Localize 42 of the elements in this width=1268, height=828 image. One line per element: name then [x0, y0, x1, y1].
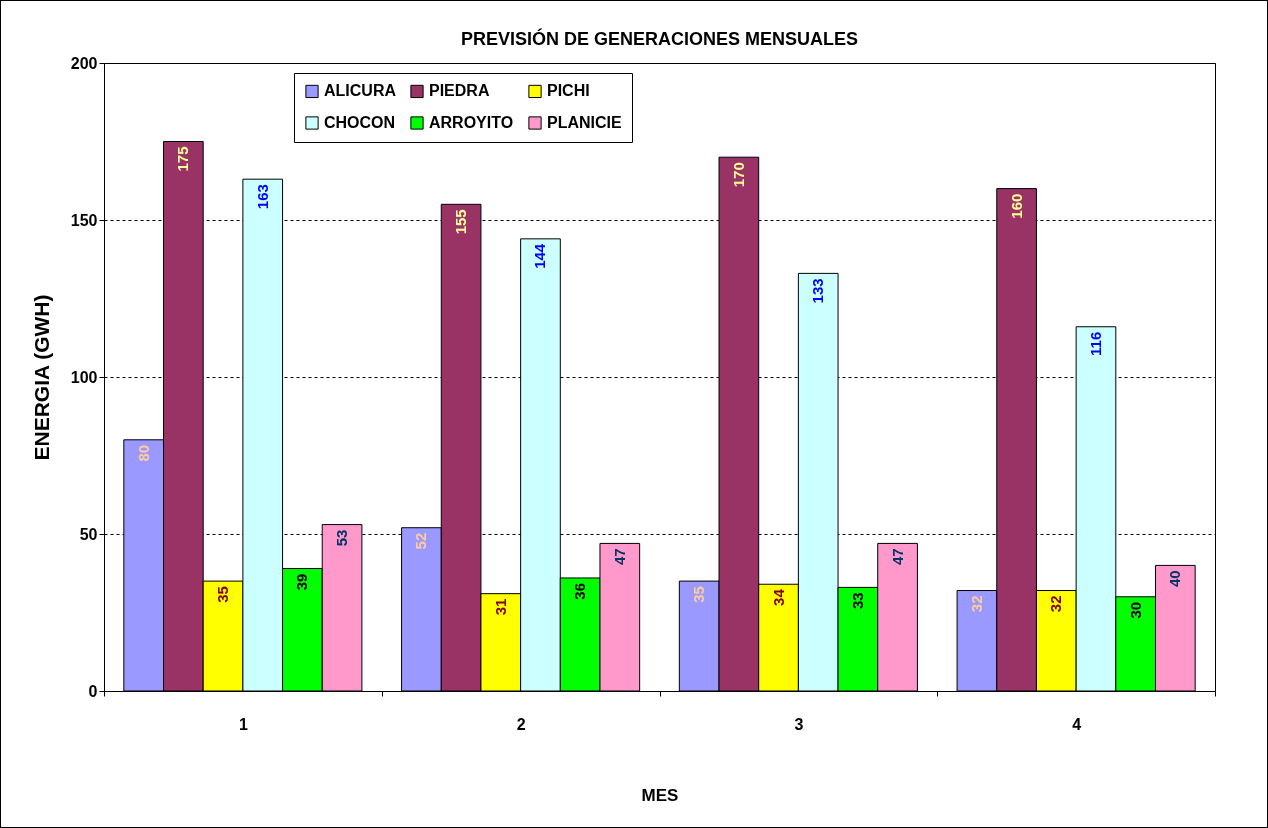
legend-label: PLANICIE [547, 114, 622, 131]
y-tick-label: 0 [88, 682, 98, 700]
y-tick-label: 50 [79, 525, 98, 543]
data-label: 36 [571, 582, 589, 600]
data-label: 144 [531, 243, 549, 269]
legend-label: PIEDRA [429, 82, 490, 100]
legend-label: CHOCON [324, 114, 396, 131]
data-label: 40 [1166, 570, 1184, 588]
data-label: 52 [412, 532, 430, 550]
x-tick-label: 1 [238, 715, 248, 733]
legend-label: PICHI [547, 82, 590, 100]
data-label: 155 [452, 209, 470, 235]
x-axis-title: MES [641, 785, 679, 805]
data-label: 47 [610, 548, 628, 566]
y-tick-label: 100 [70, 368, 98, 386]
data-label: 35 [214, 586, 232, 603]
data-label: 30 [1126, 601, 1144, 619]
x-tick-label: 4 [1072, 715, 1082, 733]
data-label: 39 [293, 573, 311, 591]
y-axis-title: ENERGIA (GWH) [29, 294, 53, 461]
chart-title: PREVISIÓN DE GENERACIONES MENSUALES [460, 28, 859, 49]
data-label: 175 [174, 146, 192, 172]
data-label: 53 [333, 529, 351, 547]
data-label: 163 [253, 184, 271, 210]
data-label: 31 [491, 598, 509, 616]
y-tick-label: 200 [70, 54, 98, 72]
legend-label: ALICURA [324, 82, 397, 100]
x-tick-label: 3 [794, 715, 804, 733]
x-tick-label: 2 [516, 715, 526, 733]
data-label: 32 [1047, 595, 1065, 613]
data-label: 160 [1007, 193, 1025, 219]
data-label: 170 [729, 162, 747, 188]
y-tick-label: 150 [70, 211, 98, 229]
legend-label: ARROYITO [429, 114, 514, 131]
data-label: 116 [1086, 331, 1104, 356]
data-label: 33 [848, 592, 866, 610]
data-label: 133 [809, 278, 827, 304]
data-label: 34 [769, 588, 787, 606]
data-label: 35 [690, 586, 708, 603]
data-label: 32 [967, 595, 985, 613]
data-label: 80 [134, 444, 152, 462]
data-label: 47 [888, 548, 906, 566]
